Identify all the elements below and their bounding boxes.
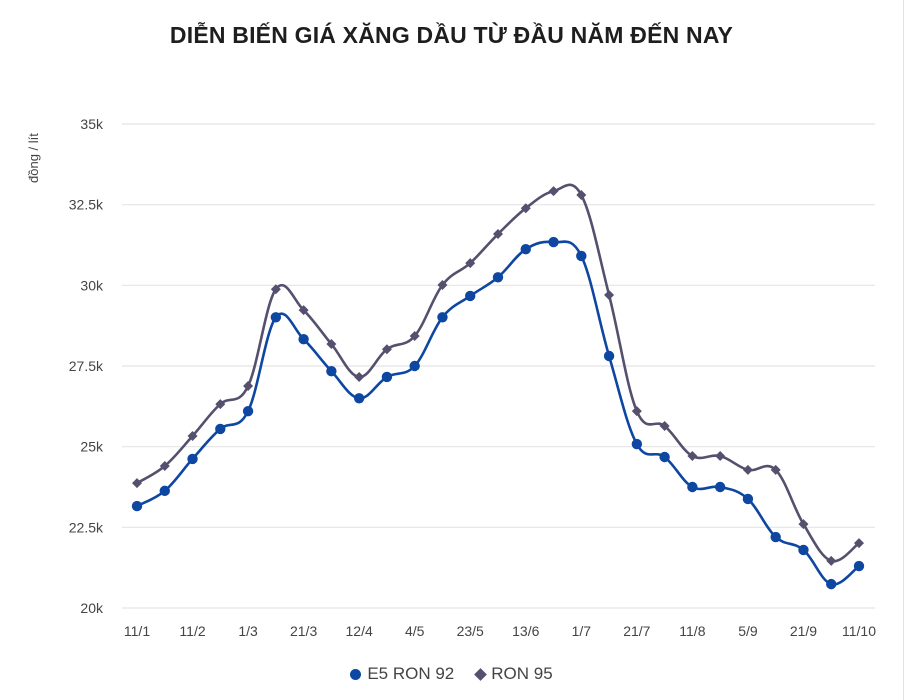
circle-marker-icon[interactable] <box>687 481 698 493</box>
diamond-marker-icon[interactable] <box>326 339 337 350</box>
x-tick-label: 12/4 <box>346 623 373 639</box>
diamond-marker-icon[interactable] <box>409 330 420 341</box>
series-ron95 <box>132 183 864 566</box>
diamond-marker-icon[interactable] <box>826 555 837 566</box>
circle-marker-icon[interactable] <box>465 290 476 302</box>
x-tick-label: 21/7 <box>623 623 650 639</box>
diamond-marker-icon[interactable] <box>132 478 142 489</box>
circle-marker-icon[interactable] <box>381 371 393 383</box>
circle-marker-icon[interactable] <box>353 393 365 404</box>
diamond-marker-icon[interactable] <box>465 258 476 269</box>
diamond-marker-icon[interactable] <box>298 305 309 316</box>
diamond-marker-icon[interactable] <box>215 399 226 410</box>
diamond-marker-icon[interactable] <box>548 186 559 197</box>
legend-item-ron95[interactable]: RON 95 <box>474 664 553 684</box>
circle-marker-icon[interactable] <box>826 578 837 590</box>
series-line <box>136 183 860 563</box>
diamond-marker-icon[interactable] <box>659 421 670 432</box>
circle-marker-icon[interactable] <box>270 312 282 323</box>
diamond-marker-icon[interactable] <box>381 344 392 355</box>
circle-marker-icon[interactable] <box>187 453 198 465</box>
diamond-marker-icon[interactable] <box>493 229 503 240</box>
diamond-marker-icon[interactable] <box>742 464 753 475</box>
diamond-marker-icon[interactable] <box>520 203 531 214</box>
x-tick-label: 11/10 <box>842 623 876 639</box>
circle-marker-icon[interactable] <box>409 360 420 372</box>
x-tick-label: 11/8 <box>679 623 705 639</box>
circle-marker-icon[interactable] <box>131 500 143 512</box>
diamond-marker-icon[interactable] <box>798 519 809 530</box>
diamond-marker-icon[interactable] <box>243 381 254 392</box>
circle-marker-icon[interactable] <box>798 544 809 556</box>
diamond-marker-icon[interactable] <box>770 464 781 475</box>
circle-marker-icon[interactable] <box>242 405 254 417</box>
circle-marker-icon[interactable] <box>770 531 781 543</box>
x-tick-label: 13/6 <box>512 623 539 639</box>
circle-marker-icon[interactable] <box>714 481 726 493</box>
circle-marker-icon <box>350 668 362 680</box>
y-tick-label: 27.5k <box>69 358 104 374</box>
y-tick-label: 32.5k <box>69 197 104 213</box>
circle-marker-icon[interactable] <box>298 334 309 345</box>
diamond-marker-icon[interactable] <box>437 280 448 291</box>
diamond-marker-icon[interactable] <box>187 431 198 442</box>
x-tick-label: 11/2 <box>179 623 205 639</box>
circle-marker-icon[interactable] <box>631 438 643 450</box>
y-tick-label: 30k <box>80 277 104 293</box>
x-tick-label: 21/3 <box>290 623 317 639</box>
legend-label: RON 95 <box>491 664 553 683</box>
x-tick-label: 1/7 <box>572 623 592 639</box>
y-tick-label: 35k <box>80 116 104 132</box>
diamond-marker-icon[interactable] <box>576 189 587 200</box>
y-tick-label: 20k <box>80 600 104 616</box>
legend-label: E5 RON 92 <box>367 664 455 683</box>
diamond-marker-icon[interactable] <box>854 538 864 549</box>
series-e5-ron92 <box>131 236 865 590</box>
chart-title: DIỄN BIẾN GIÁ XĂNG DẦU TỪ ĐẦU NĂM ĐẾN NA… <box>169 22 734 48</box>
circle-marker-icon[interactable] <box>492 272 504 283</box>
legend-item-e5-ron92[interactable]: E5 RON 92 <box>350 664 454 684</box>
x-tick-label: 4/5 <box>405 623 425 639</box>
circle-marker-icon[interactable] <box>437 312 448 323</box>
x-tick-label: 21/9 <box>790 623 817 639</box>
circle-marker-icon[interactable] <box>742 493 754 505</box>
circle-marker-icon[interactable] <box>215 423 226 435</box>
diamond-marker-icon[interactable] <box>715 451 726 462</box>
diamond-marker-icon[interactable] <box>687 451 698 462</box>
y-tick-label: 22.5k <box>69 519 104 535</box>
circle-marker-icon[interactable] <box>159 485 170 497</box>
circle-marker-icon[interactable] <box>576 250 587 262</box>
x-tick-label: 5/9 <box>738 623 758 639</box>
diamond-marker-icon[interactable] <box>159 461 170 472</box>
circle-marker-icon[interactable] <box>659 451 670 463</box>
y-tick-label: 25k <box>80 439 104 455</box>
legend: E5 RON 92 RON 95 <box>0 664 903 684</box>
diamond-marker-icon[interactable] <box>270 284 281 295</box>
circle-marker-icon[interactable] <box>853 560 865 572</box>
diamond-marker-icon <box>474 667 488 681</box>
x-tick-label: 23/5 <box>457 623 484 639</box>
circle-marker-icon[interactable] <box>520 243 531 255</box>
circle-marker-icon[interactable] <box>603 350 615 362</box>
circle-marker-icon[interactable] <box>326 365 337 377</box>
x-tick-label: 1/3 <box>238 623 258 639</box>
x-tick-label: 11/1 <box>124 623 150 639</box>
diamond-marker-icon[interactable] <box>604 290 615 301</box>
diamond-marker-icon[interactable] <box>631 406 642 417</box>
diamond-marker-icon[interactable] <box>354 371 365 382</box>
circle-marker-icon[interactable] <box>548 236 559 248</box>
